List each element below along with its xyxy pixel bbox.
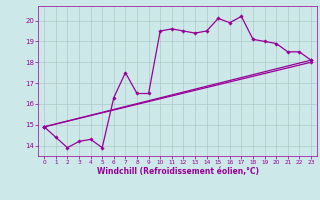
X-axis label: Windchill (Refroidissement éolien,°C): Windchill (Refroidissement éolien,°C) <box>97 167 259 176</box>
